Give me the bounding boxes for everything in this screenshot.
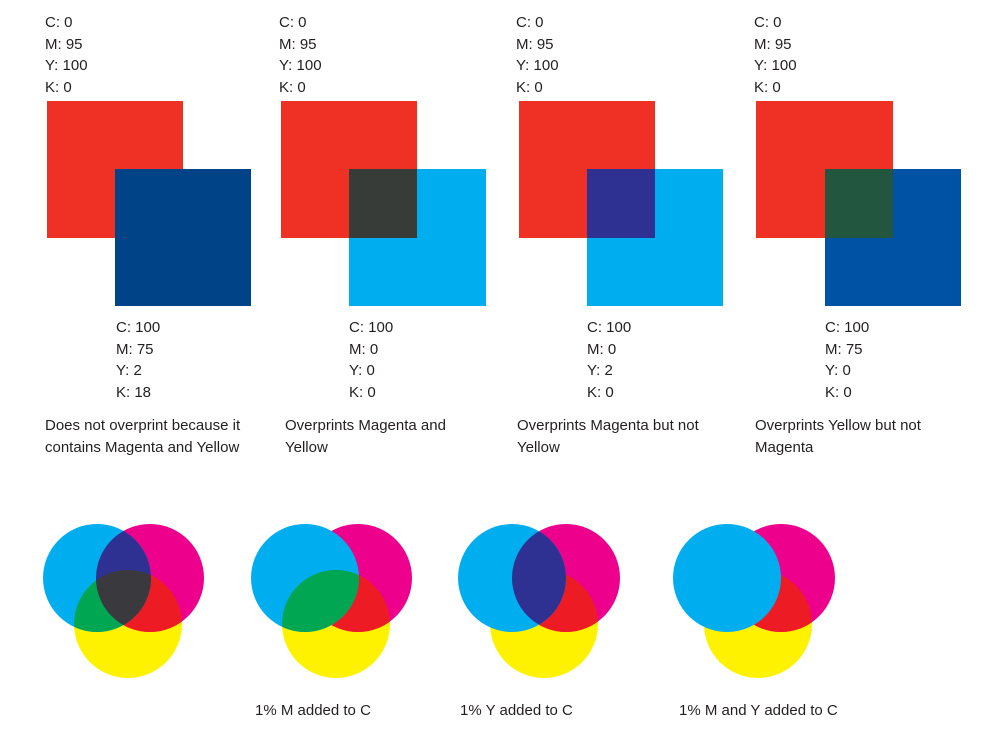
spec-k: K: 0 bbox=[45, 78, 72, 96]
spec-y: Y: 0 bbox=[825, 362, 851, 379]
venn-3 bbox=[458, 524, 620, 678]
spec-c: C: 0 bbox=[279, 14, 307, 31]
spec-m: M: 95 bbox=[516, 35, 554, 53]
spec-c: C: 0 bbox=[45, 14, 73, 31]
spec-k: K: 0 bbox=[587, 383, 614, 401]
panel-2-top-spec: C: 0 M: 95 Y: 100 K: 0 bbox=[279, 12, 322, 98]
spec-k: K: 0 bbox=[754, 78, 781, 96]
venn-3-caption: 1% Y added to C bbox=[460, 702, 573, 719]
venn-4 bbox=[673, 524, 835, 678]
panel-3-caption: Overprints Magenta but not Yellow bbox=[517, 417, 699, 456]
spec-k: K: 0 bbox=[349, 383, 376, 401]
panel-3-top-spec: C: 0 M: 95 Y: 100 K: 0 bbox=[516, 12, 559, 98]
panel-4-bottom-spec: C: 100 M: 75 Y: 0 K: 0 bbox=[825, 317, 869, 403]
spec-c: C: 0 bbox=[516, 14, 544, 31]
center-overlap bbox=[96, 570, 151, 632]
spec-m: M: 95 bbox=[279, 35, 317, 53]
spec-c: C: 100 bbox=[587, 319, 632, 336]
spec-m: M: 95 bbox=[45, 35, 83, 53]
panel-2-caption: Overprints Magenta and Yellow bbox=[285, 417, 446, 456]
panel-1-top-spec: C: 0 M: 95 Y: 100 K: 0 bbox=[45, 12, 88, 98]
spec-y: Y: 100 bbox=[516, 57, 559, 74]
panel-2-bottom-spec: C: 100 M: 0 Y: 0 K: 0 bbox=[349, 317, 393, 403]
spec-m: M: 75 bbox=[825, 340, 863, 358]
spec-c: C: 100 bbox=[349, 319, 394, 336]
spec-y: Y: 2 bbox=[587, 362, 613, 379]
panel-1-caption: Does not overprint because it contains M… bbox=[45, 417, 241, 456]
spec-k: K: 0 bbox=[516, 78, 543, 96]
spec-y: Y: 100 bbox=[279, 57, 322, 74]
panel-1-bottom-spec: C: 100 M: 75 Y: 2 K: 18 bbox=[116, 317, 160, 403]
panel-3-overlap bbox=[587, 169, 655, 238]
cyan-circle bbox=[673, 524, 781, 632]
panel-3-bottom-spec: C: 100 M: 0 Y: 2 K: 0 bbox=[587, 317, 631, 403]
panel-4-top-spec: C: 0 M: 95 Y: 100 K: 0 bbox=[754, 12, 797, 98]
panel-1-navy-square bbox=[115, 169, 251, 306]
spec-c: C: 100 bbox=[825, 319, 870, 336]
venn-4-caption: 1% M and Y added to C bbox=[679, 702, 838, 719]
venn-2 bbox=[251, 524, 412, 678]
spec-k: K: 0 bbox=[825, 383, 852, 401]
spec-y: Y: 100 bbox=[45, 57, 88, 74]
spec-m: M: 75 bbox=[116, 340, 154, 358]
cyan-magenta-overlap bbox=[512, 524, 566, 632]
spec-y: Y: 0 bbox=[349, 362, 375, 379]
spec-c: C: 0 bbox=[754, 14, 782, 31]
spec-y: Y: 2 bbox=[116, 362, 142, 379]
spec-c: C: 100 bbox=[116, 319, 161, 336]
panel-4-overlap bbox=[825, 169, 893, 238]
spec-m: M: 0 bbox=[349, 340, 379, 358]
venn-1 bbox=[43, 524, 204, 678]
panel-2-overlap bbox=[349, 169, 417, 238]
venn-2-caption: 1% M added to C bbox=[255, 702, 371, 719]
spec-k: K: 18 bbox=[116, 383, 152, 401]
spec-m: M: 0 bbox=[587, 340, 617, 358]
spec-m: M: 95 bbox=[754, 35, 792, 53]
spec-y: Y: 100 bbox=[754, 57, 797, 74]
panel-4-caption: Overprints Yellow but not Magenta bbox=[755, 417, 921, 456]
spec-k: K: 0 bbox=[279, 78, 306, 96]
